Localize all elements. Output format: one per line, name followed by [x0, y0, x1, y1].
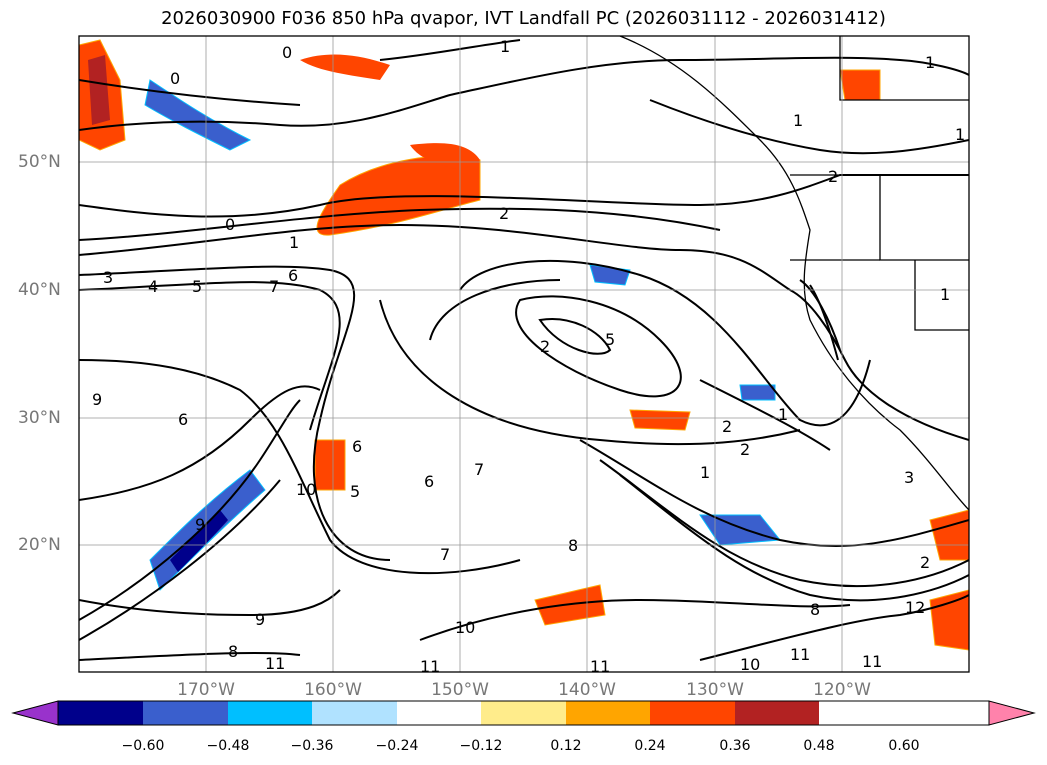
contour-label: 12 [905, 598, 925, 617]
lon-label-170w: 170°W [177, 680, 235, 700]
colorbar-segment [312, 701, 397, 725]
colorbar-segment [58, 701, 143, 725]
contour-label: 3 [103, 268, 113, 287]
contour-label: 3 [904, 468, 914, 487]
colorbar-tick-label: 0.24 [634, 738, 666, 754]
contour-label: 2 [499, 204, 509, 223]
colorbar-segment [228, 701, 312, 725]
contour-label: 0 [282, 43, 292, 62]
lon-label-150w: 150°W [431, 680, 489, 700]
contour-label: 1 [925, 53, 935, 72]
contour-label: 0 [170, 69, 180, 88]
contour-label: 1 [940, 285, 950, 304]
coastlines [619, 36, 969, 511]
contour-label: 6 [424, 472, 434, 491]
contour-label: 11 [590, 657, 610, 676]
contour-label: 2 [540, 337, 550, 356]
contour-label: 0 [225, 215, 235, 234]
contour-label: 1 [700, 463, 710, 482]
colorbar-extend-right [988, 700, 1036, 726]
plot-frame [78, 35, 970, 673]
lon-label-120w: 120°W [813, 680, 871, 700]
contour-label: 7 [474, 460, 484, 479]
colorbar-segment [481, 701, 566, 725]
colorbar-tick-label: −0.12 [459, 738, 503, 754]
contour-labels: 0 0 0 1 1 2 1 2 3 4 5 6 7 5 2 1 2 2 1 9 … [92, 37, 965, 676]
colorbar-segment [735, 701, 819, 725]
contour-label: 10 [296, 480, 316, 499]
contour-label: 9 [92, 390, 102, 409]
contour-label: 8 [810, 600, 820, 619]
contour-label: 6 [178, 410, 188, 429]
contour-label: 5 [605, 330, 615, 349]
contour-label: 2 [828, 167, 838, 186]
contour-label: 11 [790, 645, 810, 664]
contour-label: 6 [352, 437, 362, 456]
contour-label: 11 [265, 654, 285, 673]
lat-label-50n: 50°N [18, 152, 61, 172]
lat-label-40n: 40°N [18, 280, 61, 300]
contour-label: 7 [269, 277, 279, 296]
shaded-anomalies [79, 39, 969, 651]
contour-label: 4 [148, 277, 158, 296]
contour-label: 5 [192, 277, 202, 296]
contour-label: 7 [440, 545, 450, 564]
map-plot: 0 0 0 1 1 2 1 2 3 4 5 6 7 5 2 1 2 2 1 9 … [78, 35, 970, 676]
contour-label: 10 [740, 655, 760, 674]
colorbar-extend-left [11, 700, 59, 726]
colorbar-segment [397, 701, 481, 725]
contour-label: 2 [722, 417, 732, 436]
contour-label: 2 [920, 553, 930, 572]
contour-label: 6 [288, 266, 298, 285]
contour-label: 11 [862, 652, 882, 671]
colorbar-tick-label: 0.12 [550, 738, 582, 754]
contour-label: 9 [255, 610, 265, 629]
contour-label: 1 [955, 125, 965, 144]
lon-label-130w: 130°W [686, 680, 744, 700]
colorbar-tick-label: 0.48 [803, 738, 835, 754]
contour-label: 5 [350, 482, 360, 501]
colorbar-segment [650, 701, 735, 725]
colorbar-tick-label: −0.60 [121, 738, 165, 754]
lat-label-20n: 20°N [18, 535, 61, 555]
colorbar-tick-label: −0.24 [375, 738, 419, 754]
colorbar-segment [566, 701, 650, 725]
contour-label: 1 [778, 405, 788, 424]
colorbar [11, 700, 1036, 726]
contour-label: 2 [740, 440, 750, 459]
contour-label: 8 [228, 642, 238, 661]
contour-label: 9 [195, 515, 205, 534]
contour-label: 1 [793, 111, 803, 130]
ivt-contours [79, 39, 969, 661]
colorbar-segment [143, 701, 228, 725]
colorbar-tick-label: 0.60 [888, 738, 920, 754]
contour-label: 1 [289, 233, 299, 252]
colorbar-tick-label: 0.36 [719, 738, 751, 754]
contour-label: 11 [420, 657, 440, 676]
lat-label-30n: 30°N [18, 408, 61, 428]
map-title: 2026030900 F036 850 hPa qvapor, IVT Land… [161, 8, 886, 29]
contour-label: 1 [500, 37, 510, 56]
lon-label-140w: 140°W [558, 680, 616, 700]
contour-label: 8 [568, 536, 578, 555]
colorbar-tick-label: −0.48 [206, 738, 250, 754]
graticule [79, 36, 969, 672]
lon-label-160w: 160°W [304, 680, 362, 700]
colorbar-tick-label: −0.36 [290, 738, 334, 754]
contour-label: 10 [455, 618, 475, 637]
